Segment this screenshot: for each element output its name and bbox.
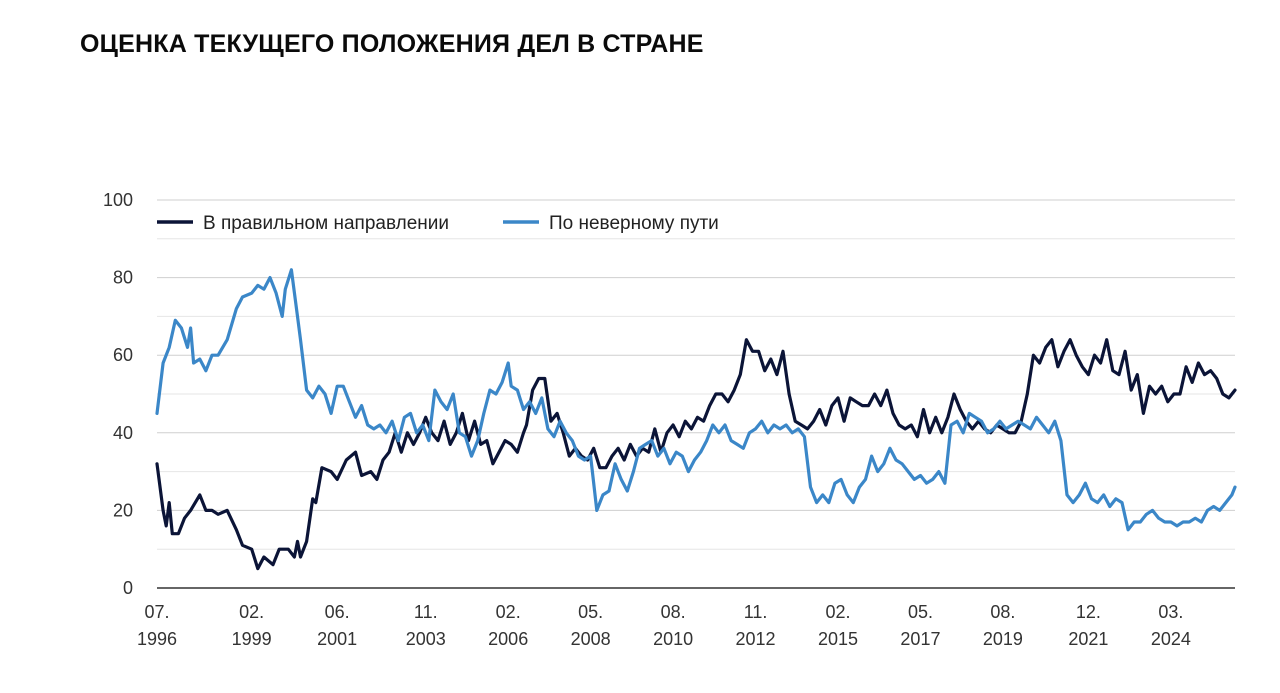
x-tick-label: 12. 2021: [1068, 602, 1108, 649]
x-tick-label: 02. 2015: [818, 602, 858, 649]
legend-label-1: В правильном направлении: [203, 213, 449, 234]
x-tick-label: 05. 2008: [571, 602, 611, 649]
y-tick-label: 100: [103, 190, 133, 210]
x-tick-label: 07. 1996: [137, 602, 177, 649]
y-tick-label: 20: [113, 500, 133, 520]
x-tick-label: 11. 2003: [406, 602, 446, 649]
legend-label-2: По неверному пути: [549, 213, 719, 234]
x-tick-label: 03. 2024: [1151, 602, 1191, 649]
x-tick-label: 02. 1999: [232, 602, 272, 649]
y-tick-label: 0: [123, 578, 133, 598]
y-tick-label: 60: [113, 345, 133, 365]
x-tick-label: 02. 2006: [488, 602, 528, 649]
chart-title: ОЦЕНКА ТЕКУЩЕГО ПОЛОЖЕНИЯ ДЕЛ В СТРАНЕ: [80, 30, 704, 58]
x-axis-ticks: 07. 1996 02. 1999 06. 2001 11. 2003 02. 2006 05. 20…: [137, 602, 1191, 649]
x-tick-label: 05. 2017: [900, 602, 940, 649]
grid-lines: [157, 199, 1235, 589]
y-tick-label: 80: [113, 268, 133, 288]
x-tick-label: 06. 2001: [317, 602, 357, 649]
series-line-1: [155, 338, 1237, 571]
x-tick-label: 11. 2012: [736, 602, 776, 649]
legend: В правильном направлении По неверному пут…: [157, 213, 719, 234]
x-tick-label: 08. 2019: [983, 602, 1023, 649]
y-tick-label: 40: [113, 423, 133, 443]
series-lines: [155, 268, 1237, 571]
series-line-2: [155, 268, 1237, 532]
y-axis-ticks: 0 20 40 60 80 100: [103, 190, 133, 598]
x-tick-label: 08. 2010: [653, 602, 693, 649]
